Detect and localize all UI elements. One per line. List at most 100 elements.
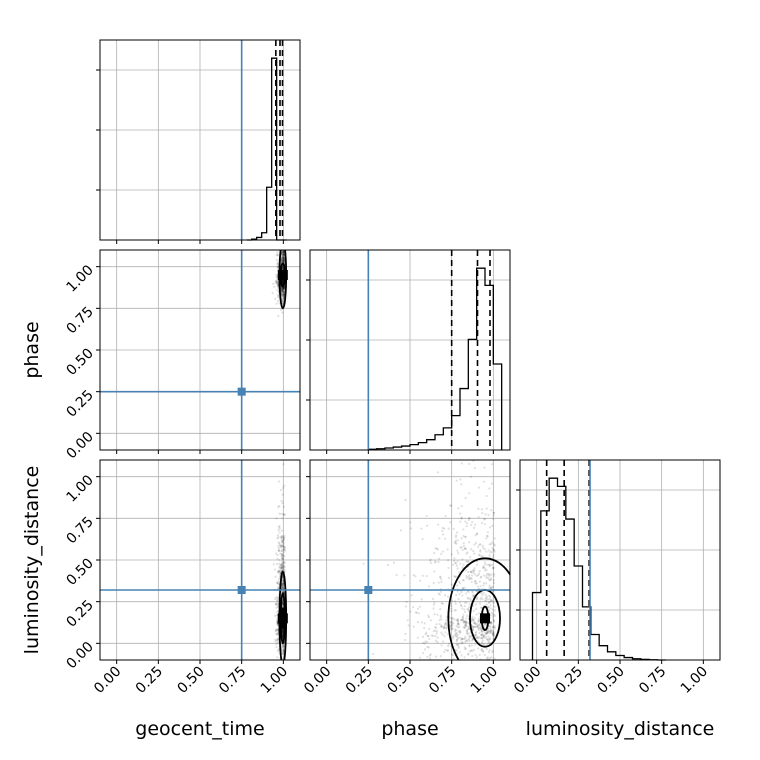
sample-point — [480, 649, 483, 652]
sample-point — [281, 554, 285, 557]
sample-point — [460, 462, 464, 465]
sample-point — [469, 598, 472, 602]
sample-point — [276, 265, 279, 269]
sample-point — [482, 582, 485, 585]
sample-point — [489, 628, 492, 632]
sample-point — [459, 642, 463, 645]
sample-point — [451, 626, 454, 630]
sample-point — [477, 515, 480, 519]
sample-point — [281, 545, 285, 548]
sample-point — [281, 247, 283, 249]
sample-point — [491, 613, 495, 616]
sample-point — [282, 513, 285, 516]
sample-point — [481, 544, 484, 547]
sample-point — [463, 623, 466, 626]
sample-point — [473, 580, 476, 583]
sample-point — [282, 590, 285, 593]
sample-point — [278, 531, 281, 534]
sample-point — [281, 292, 284, 296]
truth-marker — [237, 387, 246, 396]
sample-point — [483, 599, 487, 602]
sample-point — [275, 302, 278, 305]
sample-point — [476, 625, 479, 628]
sample-point — [473, 526, 476, 529]
sample-point — [282, 551, 285, 554]
sample-point — [479, 596, 483, 599]
truth-marker — [364, 586, 373, 594]
sample-point — [443, 537, 447, 540]
sample-point — [282, 252, 285, 255]
sample-point — [451, 617, 454, 620]
sample-point — [278, 245, 280, 247]
sample-point — [282, 293, 285, 296]
sample-point — [480, 648, 484, 651]
sample-point — [474, 653, 477, 657]
sample-point — [281, 535, 284, 538]
sample-point — [281, 267, 284, 270]
sample-point — [488, 572, 491, 576]
sample-point — [490, 622, 493, 625]
sample-point — [449, 623, 452, 626]
sample-point — [283, 546, 286, 549]
sample-point — [478, 631, 481, 635]
sample-point — [405, 600, 408, 603]
x-tick-label: 0.75 — [426, 664, 459, 697]
sample-point — [275, 632, 278, 636]
sample-point — [454, 575, 458, 578]
sample-point — [281, 207, 283, 209]
sample-point — [473, 569, 476, 572]
sample-point — [274, 597, 277, 601]
sample-point — [471, 629, 475, 632]
sample-point — [277, 541, 280, 544]
sample-point — [435, 623, 438, 626]
sample-point — [491, 625, 494, 629]
sample-point — [278, 527, 281, 530]
sample-point — [468, 645, 471, 648]
sample-point — [276, 623, 279, 627]
sample-point — [412, 606, 415, 609]
sample-point — [281, 631, 284, 635]
sample-point — [281, 293, 284, 296]
sample-point — [277, 480, 281, 483]
sample-point — [281, 632, 284, 635]
sample-point — [465, 577, 468, 580]
sample-point — [282, 254, 285, 257]
sample-point — [281, 251, 285, 254]
sample-point — [282, 260, 285, 263]
sample-point — [436, 636, 439, 639]
sample-point — [282, 565, 285, 568]
sample-point — [464, 520, 467, 523]
sample-point — [451, 653, 454, 656]
sample-point — [467, 652, 470, 655]
sample-point — [481, 650, 485, 653]
sample-point — [467, 575, 470, 578]
sample-point — [276, 284, 280, 287]
sample-point — [466, 663, 468, 665]
sample-point — [281, 290, 284, 293]
sample-point — [486, 638, 489, 641]
sample-point — [276, 581, 279, 584]
sample-point — [434, 547, 437, 550]
sample-point — [465, 614, 468, 618]
histogram-step — [246, 57, 287, 241]
sample-point — [451, 599, 454, 602]
sample-point — [284, 243, 286, 245]
sample-point — [453, 557, 456, 560]
sample-point — [464, 623, 468, 627]
sample-point — [438, 575, 442, 578]
sample-point — [282, 547, 285, 551]
sample-point — [461, 616, 464, 619]
sample-point — [478, 612, 481, 615]
sample-point — [471, 654, 474, 658]
sample-point — [433, 561, 437, 564]
sample-point — [439, 608, 442, 611]
sample-point — [276, 596, 279, 599]
sample-point — [490, 482, 493, 485]
sample-point — [463, 637, 466, 641]
sample-point — [486, 572, 489, 575]
sample-point — [493, 550, 496, 553]
sample-point — [481, 642, 484, 645]
sample-point — [477, 574, 480, 577]
sample-point — [280, 289, 284, 292]
sample-point — [484, 635, 487, 638]
